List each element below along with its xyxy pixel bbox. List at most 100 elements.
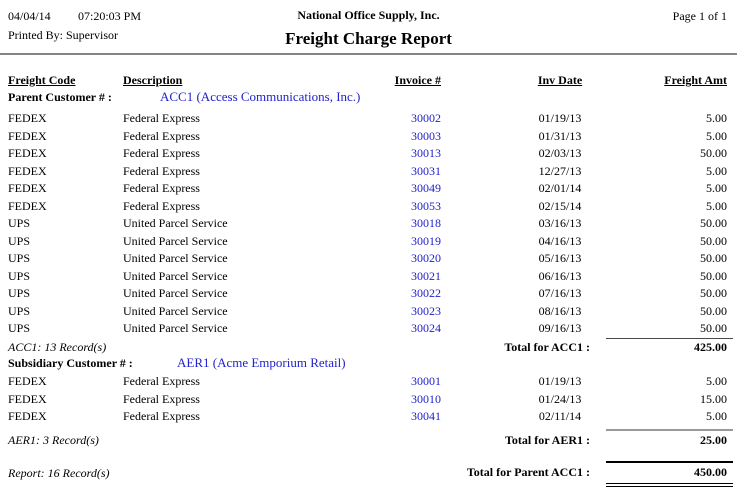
- subsidiary-customer-rows: FEDEX Federal Express 30001 01/19/13 5.0…: [0, 373, 737, 426]
- table-row: FEDEX Federal Express 30041 02/11/14 5.0…: [0, 408, 737, 426]
- parent-customer-label: Parent Customer # :: [8, 90, 112, 104]
- description-cell: United Parcel Service: [123, 286, 228, 300]
- acc1-record-count: ACC1: 13 Record(s): [8, 340, 107, 354]
- description-cell: United Parcel Service: [123, 321, 228, 335]
- freight-amt-cell: 50.00: [700, 251, 727, 265]
- column-header-inv-date: Inv Date: [537, 73, 583, 87]
- description-cell: Federal Express: [123, 374, 200, 388]
- invoice-link[interactable]: 30024: [411, 321, 441, 335]
- invoice-link[interactable]: 30041: [411, 409, 441, 423]
- freight-amt-cell: 15.00: [700, 391, 727, 406]
- aer1-total-rule: [606, 429, 733, 431]
- description-cell: Federal Express: [123, 198, 200, 213]
- freight-amt-cell: 50.00: [700, 286, 727, 300]
- freight-amt-cell: 50.00: [700, 303, 727, 318]
- table-row: FEDEX Federal Express 30053 02/15/14 5.0…: [0, 198, 737, 216]
- invoice-link[interactable]: 30002: [411, 111, 441, 125]
- freight-code-cell: FEDEX: [8, 409, 47, 423]
- inv-date-cell: 06/16/13: [538, 268, 582, 283]
- header-divider: [0, 53, 737, 55]
- column-header-row: Freight Code Description Invoice # Inv D…: [0, 73, 737, 90]
- invoice-link[interactable]: 30001: [411, 374, 441, 388]
- company-name: National Office Supply, Inc.: [297, 8, 440, 22]
- freight-amt-cell: 50.00: [700, 216, 727, 230]
- description-cell: United Parcel Service: [123, 251, 228, 265]
- inv-date-cell: 01/31/13: [538, 128, 582, 143]
- invoice-link[interactable]: 30053: [411, 198, 441, 213]
- inv-date-cell: 02/01/14: [538, 181, 582, 195]
- table-row: FEDEX Federal Express 30002 01/19/13 5.0…: [0, 110, 737, 128]
- inv-date-cell: 12/27/13: [538, 163, 582, 178]
- inv-date-cell: 02/11/14: [538, 409, 582, 423]
- freight-amt-cell: 5.00: [706, 111, 727, 125]
- inv-date-cell: 09/16/13: [538, 321, 582, 335]
- table-row: FEDEX Federal Express 30013 02/03/13 50.…: [0, 145, 737, 163]
- freight-amt-cell: 50.00: [700, 146, 727, 160]
- freight-amt-cell: 50.00: [700, 268, 727, 283]
- inv-date-cell: 01/19/13: [538, 111, 582, 125]
- invoice-link[interactable]: 30010: [411, 391, 441, 406]
- freight-amt-cell: 5.00: [706, 409, 727, 423]
- freight-code-cell: UPS: [8, 303, 31, 318]
- description-cell: United Parcel Service: [123, 268, 228, 283]
- description-cell: Federal Express: [123, 146, 200, 160]
- column-header-freight-amt: Freight Amt: [664, 73, 727, 87]
- freight-amt-cell: 5.00: [706, 198, 727, 213]
- table-row: UPS United Parcel Service 30024 09/16/13…: [0, 320, 737, 338]
- description-cell: Federal Express: [123, 181, 200, 195]
- table-row: FEDEX Federal Express 30001 01/19/13 5.0…: [0, 373, 737, 391]
- table-row: UPS United Parcel Service 30020 05/16/13…: [0, 250, 737, 268]
- grand-total-label: Total for Parent ACC1 :: [466, 465, 590, 479]
- invoice-link[interactable]: 30018: [411, 216, 441, 230]
- invoice-link[interactable]: 30022: [411, 286, 441, 300]
- inv-date-cell: 04/16/13: [538, 233, 582, 248]
- invoice-link[interactable]: 30021: [411, 268, 441, 283]
- freight-code-cell: UPS: [8, 286, 31, 300]
- acc1-total-rule: [606, 338, 733, 339]
- table-row: UPS United Parcel Service 30022 07/16/13…: [0, 285, 737, 303]
- freight-code-cell: UPS: [8, 268, 31, 283]
- report-record-count: Report: 16 Record(s): [8, 466, 110, 480]
- invoice-link[interactable]: 30023: [411, 303, 441, 318]
- invoice-link[interactable]: 30019: [411, 233, 441, 248]
- report-title: Freight Charge Report: [285, 29, 452, 48]
- subsidiary-customer-label: Subsidiary Customer # :: [8, 356, 133, 370]
- subsidiary-customer-link[interactable]: AER1 (Acme Emporium Retail): [177, 355, 346, 370]
- invoice-link[interactable]: 30013: [411, 146, 441, 160]
- invoice-link[interactable]: 30020: [411, 251, 441, 265]
- invoice-link[interactable]: 30049: [411, 181, 441, 195]
- table-row: FEDEX Federal Express 30031 12/27/13 5.0…: [0, 163, 737, 181]
- table-row: UPS United Parcel Service 30019 04/16/13…: [0, 233, 737, 251]
- parent-customer-rows: FEDEX Federal Express 30002 01/19/13 5.0…: [0, 110, 737, 338]
- aer1-total-amount: 25.00: [700, 433, 727, 447]
- invoice-link[interactable]: 30003: [411, 128, 441, 143]
- report-time: 07:20:03 PM: [78, 9, 142, 23]
- aer1-total-label: Total for AER1 :: [504, 433, 590, 447]
- freight-code-cell: FEDEX: [8, 374, 47, 388]
- inv-date-cell: 02/03/13: [538, 146, 582, 160]
- column-header-freight-code: Freight Code: [8, 73, 76, 87]
- table-row: FEDEX Federal Express 30049 02/01/14 5.0…: [0, 180, 737, 198]
- freight-code-cell: UPS: [8, 321, 31, 335]
- grand-total-top-rule: [606, 461, 733, 463]
- inv-date-cell: 05/16/13: [538, 251, 582, 265]
- freight-code-cell: FEDEX: [8, 391, 47, 406]
- inv-date-cell: 08/16/13: [538, 303, 582, 318]
- description-cell: Federal Express: [123, 163, 200, 178]
- description-cell: Federal Express: [123, 391, 200, 406]
- freight-code-cell: FEDEX: [8, 111, 47, 125]
- freight-code-cell: UPS: [8, 233, 31, 248]
- freight-amt-cell: 5.00: [706, 128, 727, 143]
- freight-code-cell: FEDEX: [8, 198, 47, 213]
- description-cell: United Parcel Service: [123, 233, 228, 248]
- inv-date-cell: 02/15/14: [538, 198, 582, 213]
- table-row: UPS United Parcel Service 30021 06/16/13…: [0, 268, 737, 286]
- parent-customer-link[interactable]: ACC1 (Access Communications, Inc.): [160, 89, 361, 104]
- grand-total-double-rule: [606, 483, 733, 487]
- freight-amt-cell: 50.00: [700, 321, 727, 335]
- acc1-total-amount: 425.00: [694, 340, 727, 354]
- description-cell: Federal Express: [123, 409, 200, 423]
- invoice-link[interactable]: 30031: [411, 163, 441, 178]
- table-row: UPS United Parcel Service 30018 03/16/13…: [0, 215, 737, 233]
- description-cell: United Parcel Service: [123, 303, 228, 318]
